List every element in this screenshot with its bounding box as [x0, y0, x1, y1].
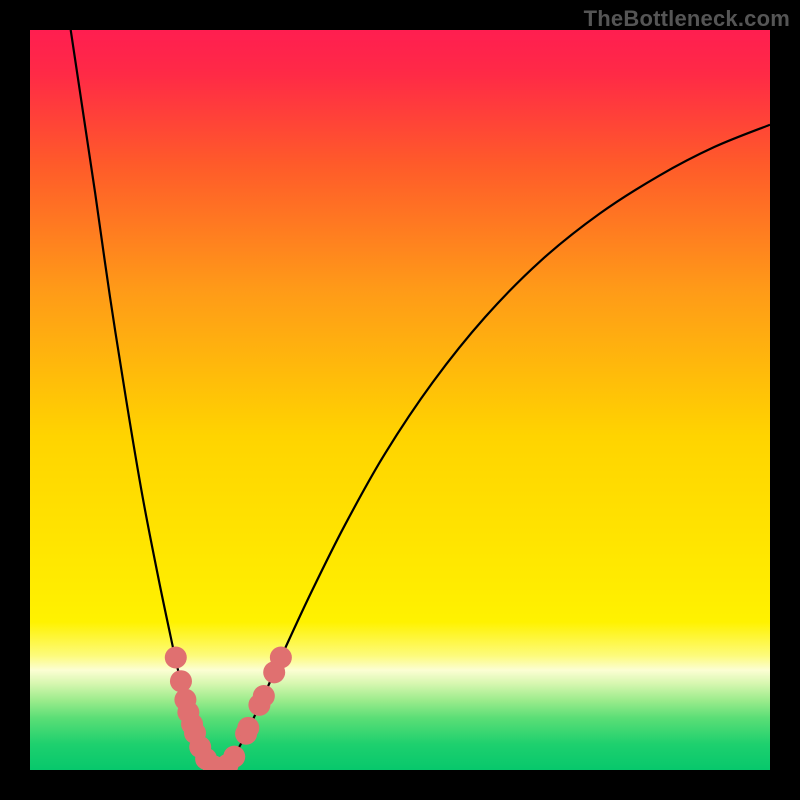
watermark-text: TheBottleneck.com: [584, 6, 790, 32]
marker-point: [270, 647, 292, 669]
marker-point: [253, 685, 275, 707]
curve-layer: [30, 30, 770, 770]
marker-point: [237, 717, 259, 739]
marker-point: [170, 670, 192, 692]
marker-point: [223, 746, 245, 768]
chart-frame: TheBottleneck.com: [0, 0, 800, 800]
marker-point: [165, 647, 187, 669]
marker-group: [165, 647, 292, 770]
plot-area: [30, 30, 770, 770]
